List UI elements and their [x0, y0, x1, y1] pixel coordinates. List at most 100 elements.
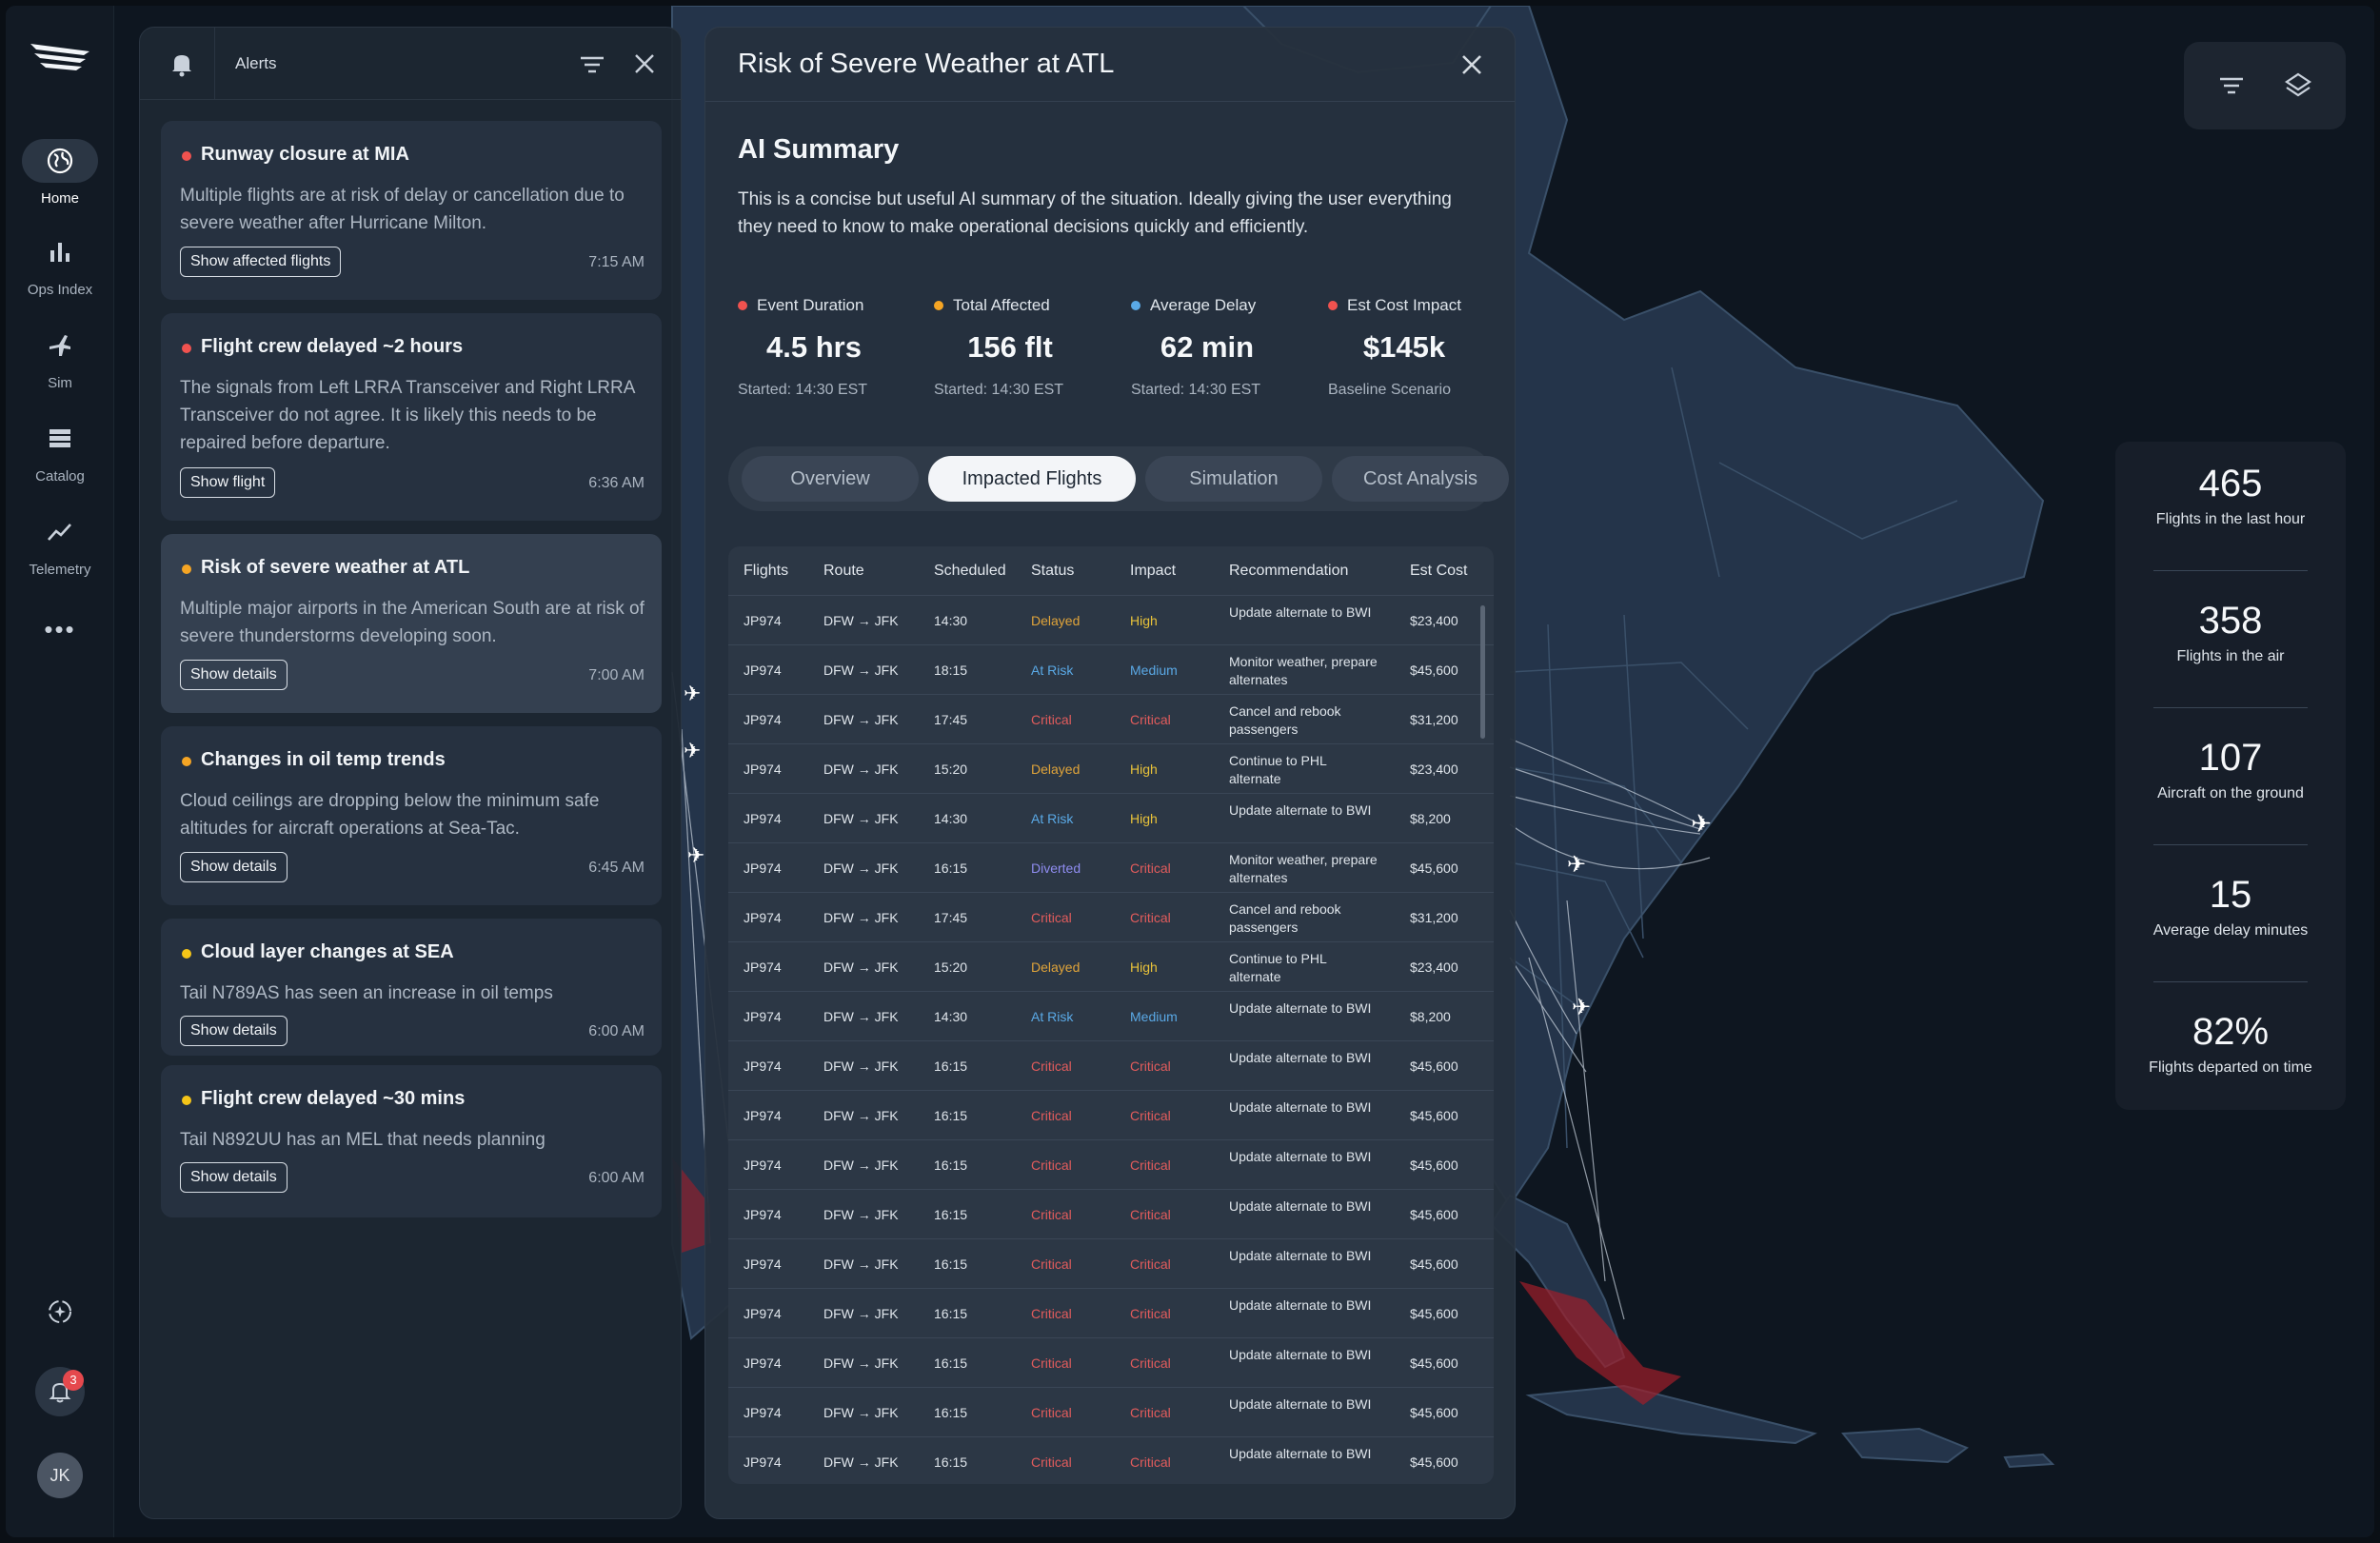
alert-description: Tail N789AS has seen an increase in oil …: [180, 983, 553, 1003]
tab-overview[interactable]: Overview: [742, 456, 919, 502]
cell-time: 18:15: [934, 663, 968, 678]
alert-card[interactable]: Cloud layer changes at SEA Tail N789AS h…: [161, 919, 662, 1056]
nav-ops-index[interactable]: Ops Index: [6, 230, 114, 298]
column-header[interactable]: Flights: [744, 563, 789, 579]
table-row[interactable]: JP974 DFW → JFK 14:30 At Risk Medium Update a…: [728, 992, 1494, 1041]
table-row[interactable]: JP974 DFW → JFK 16:15 Critical Critical Updat…: [728, 1338, 1494, 1388]
cell-cost: $31,200: [1410, 910, 1458, 925]
nav-sim[interactable]: Sim: [6, 324, 114, 391]
cell-flight: JP974: [744, 1108, 782, 1123]
column-header[interactable]: Status: [1031, 563, 1075, 579]
column-header[interactable]: Est Cost: [1410, 563, 1468, 579]
tab-simulation[interactable]: Simulation: [1145, 456, 1322, 502]
table-row[interactable]: JP974 DFW → JFK 16:15 Critical Critical Updat…: [728, 1239, 1494, 1289]
cell-route: DFW → JFK: [823, 1405, 899, 1420]
close-icon[interactable]: [631, 50, 658, 77]
cell-time: 16:15: [934, 1454, 968, 1470]
table-row[interactable]: JP974 DFW → JFK 14:30 At Risk High Update alt…: [728, 794, 1494, 843]
table-row[interactable]: JP974 DFW → JFK 16:15 Critical Critical Updat…: [728, 1289, 1494, 1338]
cell-time: 16:15: [934, 861, 968, 876]
cell-impact: Medium: [1130, 1009, 1178, 1024]
cell-rec: Update alternate to BWI: [1229, 1297, 1372, 1313]
show-details-button[interactable]: Show details: [180, 1162, 288, 1193]
show-details-button[interactable]: Show details: [180, 660, 288, 690]
metric-label: Event Duration: [757, 296, 864, 314]
cell-cost: $31,200: [1410, 712, 1458, 727]
cell-cost: $45,600: [1410, 1405, 1458, 1420]
alert-card[interactable]: Flight crew delayed ~2 hours The signals…: [161, 313, 662, 521]
alert-card[interactable]: Changes in oil temp trends Cloud ceiling…: [161, 726, 662, 905]
stat-flights-last-hour: 465 Flights in the last hour: [2115, 463, 2346, 528]
show-affected-flights-button[interactable]: Show affected flights: [180, 247, 342, 277]
table-row[interactable]: JP974 DFW → JFK 16:15 Critical Critical Updat…: [728, 1388, 1494, 1437]
column-header[interactable]: Route: [823, 563, 864, 579]
metric-dot: [738, 301, 747, 310]
stat-label: Flights in the air: [2176, 648, 2285, 664]
severity-dot: [182, 151, 191, 161]
brand-logo-icon: [30, 44, 89, 70]
nav-catalog[interactable]: Catalog: [6, 417, 114, 485]
table-row[interactable]: JP974 DFW → JFK 16:15 Critical Critical Updat…: [728, 1437, 1494, 1484]
left-nav: Home Ops Index Sim Catalog Telemetry: [6, 6, 114, 1537]
cell-status: At Risk: [1031, 1009, 1074, 1024]
alert-card[interactable]: Runway closure at MIA Multiple flights a…: [161, 121, 662, 300]
ai-assist-button[interactable]: [35, 1287, 85, 1336]
cell-status: Critical: [1031, 1256, 1072, 1272]
table-row[interactable]: JP974 DFW → JFK 15:20 Delayed High Continue t…: [728, 744, 1494, 794]
cell-status: Diverted: [1031, 861, 1081, 876]
table-row[interactable]: JP974 DFW → JFK 16:15 Diverted Critical Monit…: [728, 843, 1494, 893]
cell-flight: JP974: [744, 910, 782, 925]
cell-impact: High: [1130, 959, 1158, 975]
cell-route: DFW → JFK: [823, 712, 899, 727]
alert-time: 6:00 AM: [588, 1170, 645, 1186]
cell-flight: JP974: [744, 712, 782, 727]
table-row[interactable]: JP974 DFW → JFK 16:15 Critical Critical Updat…: [728, 1041, 1494, 1091]
event-detail-panel: Risk of Severe Weather at ATL AI Summary…: [704, 27, 1516, 1519]
filter-icon[interactable]: [578, 50, 606, 79]
cell-flight: JP974: [744, 613, 782, 628]
table-row[interactable]: JP974 DFW → JFK 14:30 Delayed High Update alt…: [728, 596, 1494, 645]
column-header[interactable]: Impact: [1130, 563, 1177, 579]
cell-rec: Monitor weather, prepare alternates: [1229, 852, 1378, 885]
nav-home[interactable]: Home: [6, 139, 114, 207]
cell-status: Delayed: [1031, 762, 1081, 777]
column-header[interactable]: Scheduled: [934, 563, 1006, 579]
tab-impacted-flights[interactable]: Impacted Flights: [928, 456, 1136, 502]
cell-rec: Update alternate to BWI: [1229, 1149, 1372, 1164]
table-row[interactable]: JP974 DFW → JFK 16:15 Critical Critical Updat…: [728, 1091, 1494, 1140]
show-details-button[interactable]: Show details: [180, 1016, 288, 1046]
island-hispaniola: [1841, 1427, 1970, 1464]
cell-route: DFW → JFK: [823, 959, 899, 975]
filter-icon[interactable]: [2216, 70, 2247, 101]
metric-label: Est Cost Impact: [1347, 296, 1461, 314]
cell-time: 15:20: [934, 762, 968, 777]
cell-status: Delayed: [1031, 613, 1081, 628]
app-frame: ✈ ✈ ✈ ✈ ✈ ✈ Home Ops Index: [6, 6, 2374, 1537]
cell-route: DFW → JFK: [823, 910, 899, 925]
cell-rec: Update alternate to BWI: [1229, 1198, 1372, 1214]
table-row[interactable]: JP974 DFW → JFK 18:15 At Risk Medium Monitor …: [728, 645, 1494, 695]
show-flight-button[interactable]: Show flight: [180, 467, 276, 498]
notifications-button[interactable]: 3: [35, 1367, 85, 1416]
table-row[interactable]: JP974 DFW → JFK 16:15 Critical Critical Updat…: [728, 1140, 1494, 1190]
close-icon[interactable]: [1458, 50, 1486, 79]
severity-dot: [182, 949, 191, 959]
alert-card[interactable]: Flight crew delayed ~30 mins Tail N892UU…: [161, 1065, 662, 1217]
tab-cost-analysis[interactable]: Cost Analysis: [1332, 456, 1509, 502]
avatar[interactable]: JK: [37, 1453, 83, 1498]
show-details-button[interactable]: Show details: [180, 852, 288, 882]
nav-telemetry[interactable]: Telemetry: [6, 510, 114, 578]
column-header[interactable]: Recommendation: [1229, 563, 1349, 579]
alert-time: 7:15 AM: [588, 254, 645, 270]
more-dots-icon[interactable]: •••: [44, 615, 76, 643]
table-row[interactable]: JP974 DFW → JFK 16:15 Critical Critical Updat…: [728, 1190, 1494, 1239]
table-row[interactable]: JP974 DFW → JFK 17:45 Critical Critical Cance…: [728, 893, 1494, 942]
table-row[interactable]: JP974 DFW → JFK 17:45 Critical Critical Cance…: [728, 695, 1494, 744]
alert-card-selected[interactable]: Risk of severe weather at ATL Multiple m…: [161, 534, 662, 713]
alert-title: Runway closure at MIA: [201, 144, 409, 165]
layers-icon[interactable]: [2283, 70, 2313, 101]
table-scrollbar[interactable]: [1480, 605, 1485, 739]
table-row[interactable]: JP974 DFW → JFK 15:20 Delayed High Continue t…: [728, 942, 1494, 992]
trend-line-icon: [22, 510, 98, 554]
metric-total-affected: Total Affected 156 flt Started: 14:30 ES…: [934, 296, 1124, 399]
